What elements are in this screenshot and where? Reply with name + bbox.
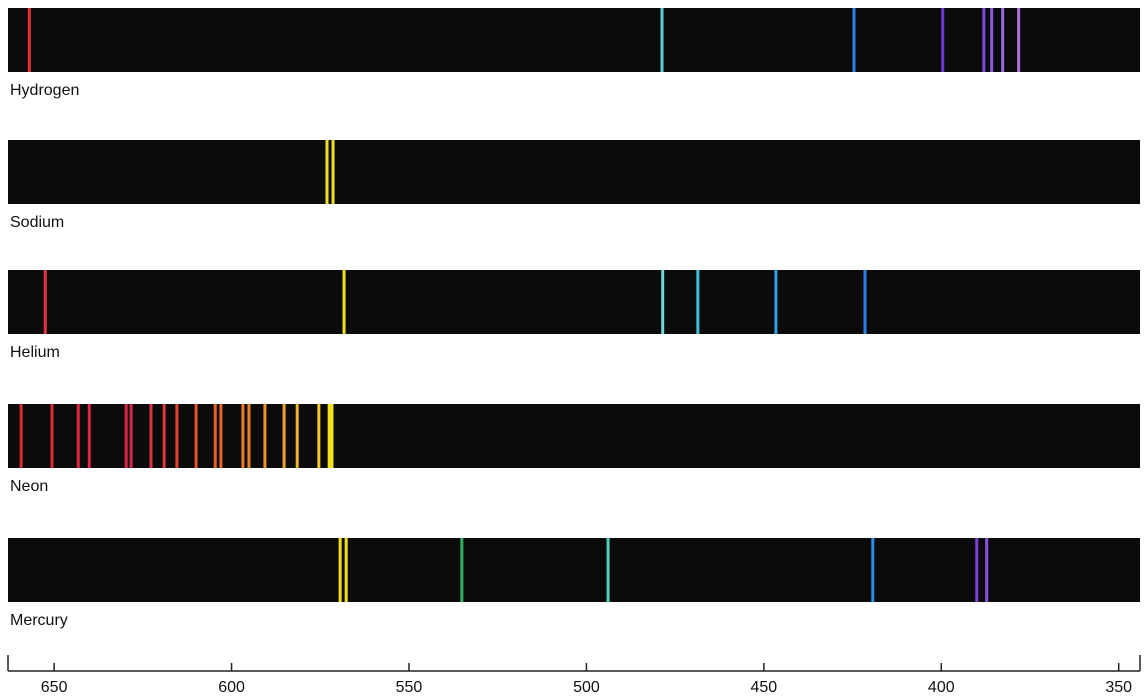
spectrum-band (8, 8, 1140, 72)
x-tick-label: 600 (218, 679, 245, 696)
x-tick-label: 400 (928, 679, 955, 696)
emission-line (247, 404, 250, 468)
x-tick-label: 350 (1105, 679, 1132, 696)
emission-line (774, 270, 777, 334)
emission-line (88, 404, 91, 468)
element-label: Helium (10, 344, 60, 361)
emission-line (328, 404, 331, 468)
emission-line (317, 404, 320, 468)
emission-line (460, 538, 463, 602)
emission-line (20, 404, 23, 468)
emission-line (214, 404, 217, 468)
emission-line (975, 538, 978, 602)
emission-line (51, 404, 54, 468)
emission-line (852, 8, 855, 72)
emission-line (863, 270, 866, 334)
emission-line (263, 404, 266, 468)
element-label: Sodium (10, 214, 64, 231)
emission-line (696, 270, 699, 334)
emission-line (130, 404, 133, 468)
spectrum-band (8, 270, 1140, 334)
emission-line (343, 270, 346, 334)
emission-line (125, 404, 128, 468)
spectrum-band (8, 140, 1140, 204)
x-tick-label: 650 (41, 679, 68, 696)
emission-line (941, 8, 944, 72)
emission-line (661, 270, 664, 334)
emission-line (77, 404, 80, 468)
element-label: Hydrogen (10, 82, 79, 99)
emission-line (163, 404, 166, 468)
emission-line (296, 404, 299, 468)
emission-line (283, 404, 286, 468)
emission-line (219, 404, 222, 468)
emission-line (330, 404, 333, 468)
x-tick-label: 500 (573, 679, 600, 696)
emission-line (607, 538, 610, 602)
element-label: Neon (10, 478, 48, 495)
emission-line (326, 140, 329, 204)
emission-line (345, 538, 348, 602)
emission-line (1001, 8, 1004, 72)
spectrum-band (8, 538, 1140, 602)
emission-line (241, 404, 244, 468)
emission-line (332, 140, 335, 204)
spectra-chart: Hydrogen Sodium Helium Neon Mercury 650 600 550… (0, 0, 1146, 699)
emission-line (28, 8, 31, 72)
emission-line (44, 270, 47, 334)
emission-line (175, 404, 178, 468)
emission-line (195, 404, 198, 468)
emission-line (985, 538, 988, 602)
emission-line (990, 8, 993, 72)
emission-line (871, 538, 874, 602)
x-tick-label: 450 (750, 679, 777, 696)
emission-line (150, 404, 153, 468)
emission-line (1017, 8, 1020, 72)
element-label: Mercury (10, 612, 68, 629)
emission-line (339, 538, 342, 602)
emission-line (661, 8, 664, 72)
emission-line (982, 8, 985, 72)
x-tick-label: 550 (396, 679, 423, 696)
